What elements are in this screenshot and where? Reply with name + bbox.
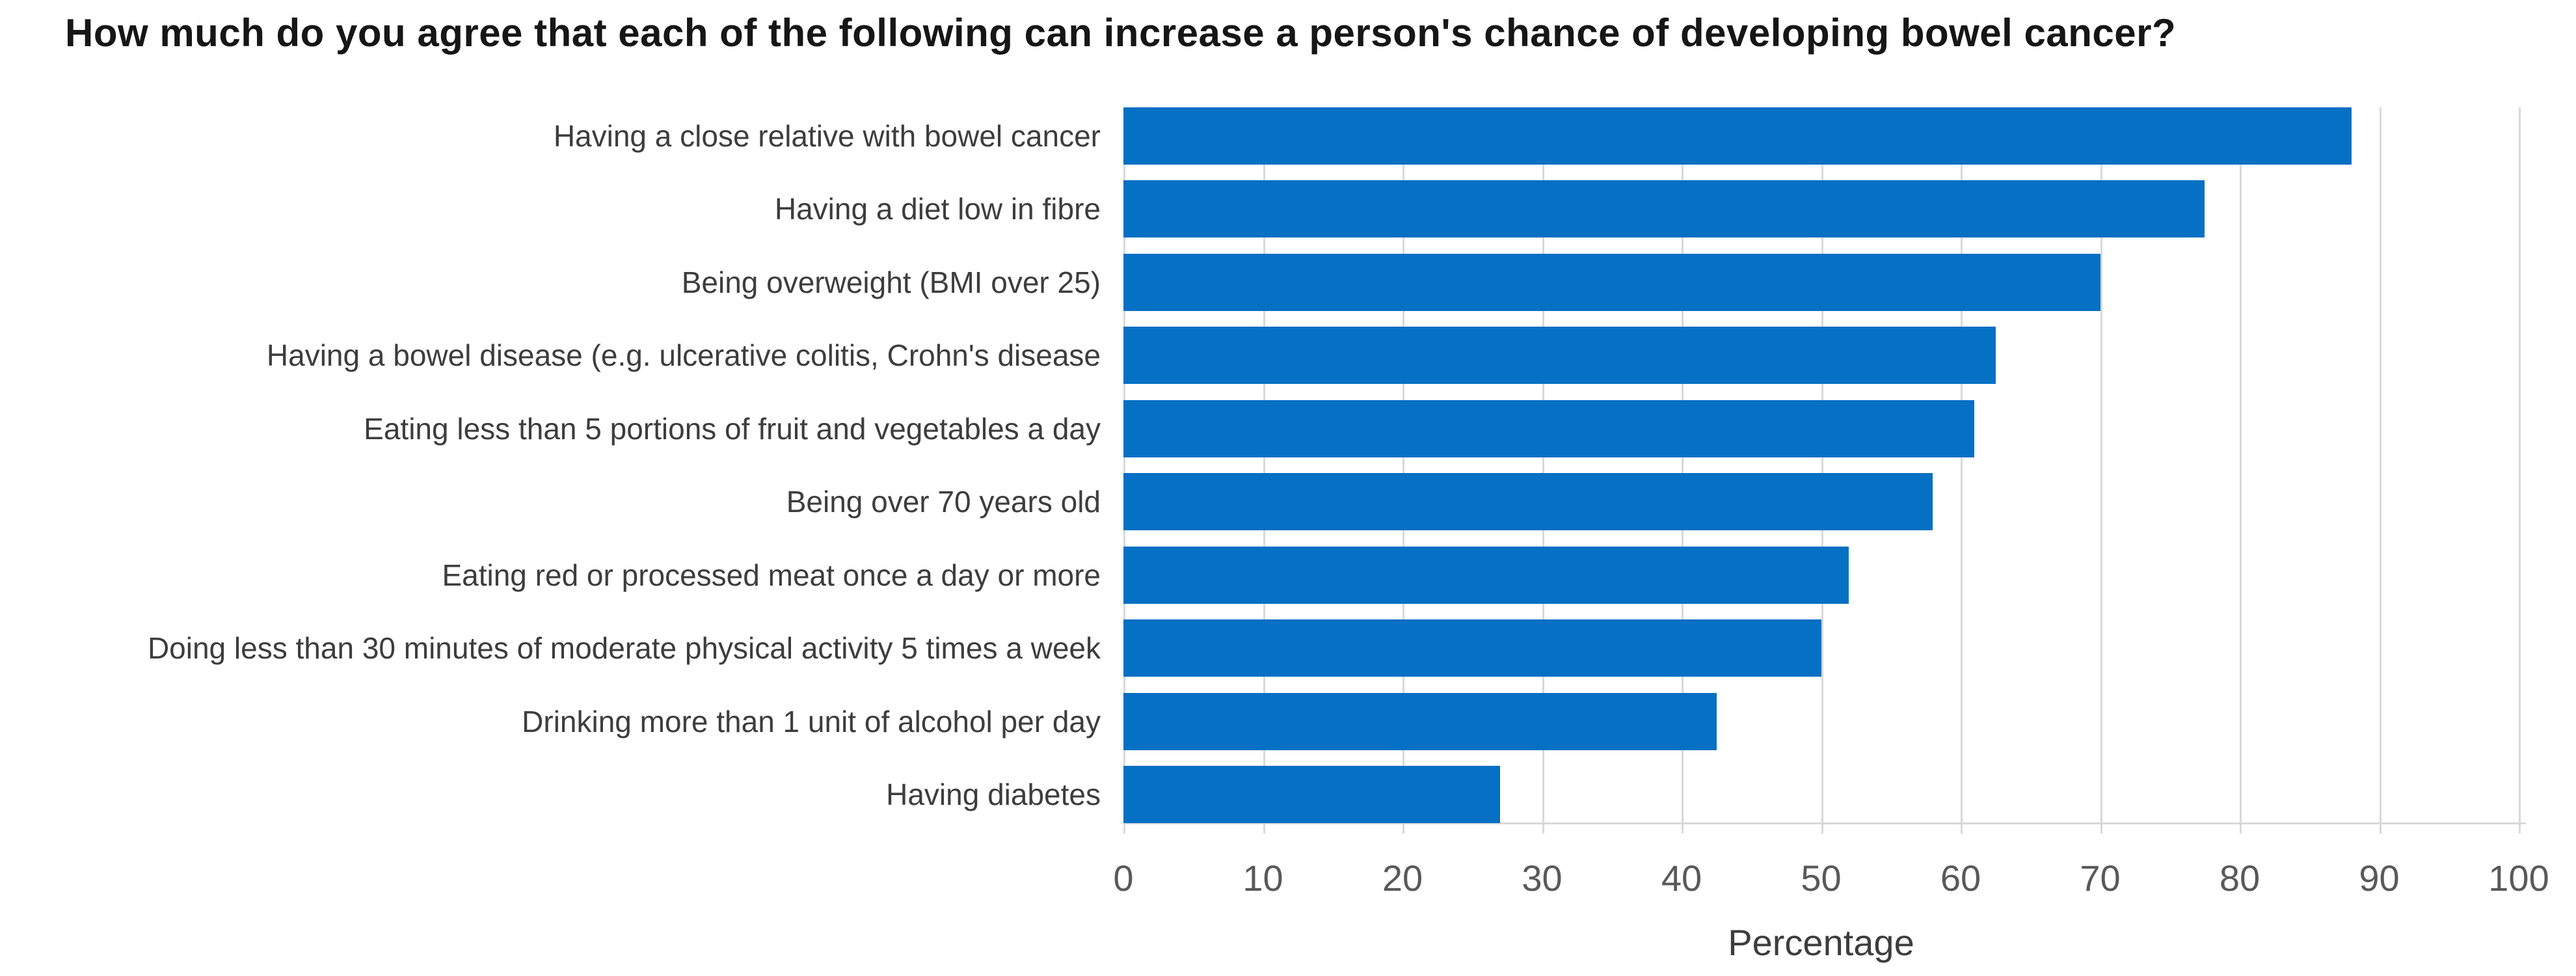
gridline — [1682, 107, 1684, 834]
category-label: Having a close relative with bowel cance… — [553, 119, 1101, 153]
category-label: Doing less than 30 minutes of moderate p… — [147, 631, 1101, 666]
bar — [1123, 253, 2100, 311]
plot-area — [1123, 107, 2526, 834]
gridline — [1263, 107, 1265, 834]
x-tick-label: 100 — [2488, 858, 2549, 899]
x-tick-label: 70 — [2080, 858, 2121, 899]
bar — [1123, 546, 1849, 604]
gridline — [1402, 107, 1404, 834]
x-tick-label: 60 — [1940, 858, 1981, 899]
category-label: Being over 70 years old — [786, 485, 1101, 519]
bar — [1123, 692, 1717, 750]
x-axis-line — [1123, 822, 2526, 824]
bar — [1123, 619, 1821, 677]
category-label: Eating less than 5 portions of fruit and… — [364, 411, 1101, 446]
category-label: Having a diet low in fibre — [774, 192, 1101, 226]
gridline — [1123, 107, 1125, 834]
bar — [1123, 473, 1933, 531]
gridline — [1542, 107, 1544, 834]
bar — [1123, 765, 1501, 823]
bar-series — [1123, 107, 2526, 823]
category-label: Eating red or processed meat once a day … — [442, 558, 1101, 592]
x-axis-tick-labels: 0 10 20 30 40 50 60 70 80 90 100 — [1113, 858, 2549, 899]
category-axis-labels: Having a close relative with bowel cance… — [0, 107, 1101, 823]
chart-title: How much do you agree that each of the f… — [65, 11, 2177, 55]
gridline — [1961, 107, 1963, 834]
bar — [1123, 107, 2352, 165]
x-tick-label: 0 — [1113, 858, 1134, 899]
x-tick-label: 50 — [1801, 858, 1842, 899]
bar — [1123, 327, 1996, 385]
gridline — [2240, 107, 2242, 834]
bar — [1123, 180, 2205, 238]
gridline — [2379, 107, 2381, 834]
gridline — [2519, 107, 2521, 834]
category-label: Being overweight (BMI over 25) — [681, 265, 1101, 299]
bar — [1123, 400, 1975, 457]
x-tick-label: 10 — [1242, 858, 1283, 899]
x-tick-label: 40 — [1661, 858, 1702, 899]
x-tick-label: 30 — [1522, 858, 1563, 899]
x-axis-title: Percentage — [1728, 922, 1914, 963]
category-label: Having diabetes — [886, 777, 1101, 811]
gridline — [2100, 107, 2102, 834]
category-label: Drinking more than 1 unit of alcohol per… — [522, 704, 1101, 739]
x-tick-label: 80 — [2219, 858, 2261, 899]
x-tick-label: 20 — [1382, 858, 1423, 899]
x-tick-label: 90 — [2359, 858, 2400, 899]
gridline — [1821, 107, 1823, 834]
category-label: Having a bowel disease (e.g. ulcerative … — [266, 338, 1101, 373]
